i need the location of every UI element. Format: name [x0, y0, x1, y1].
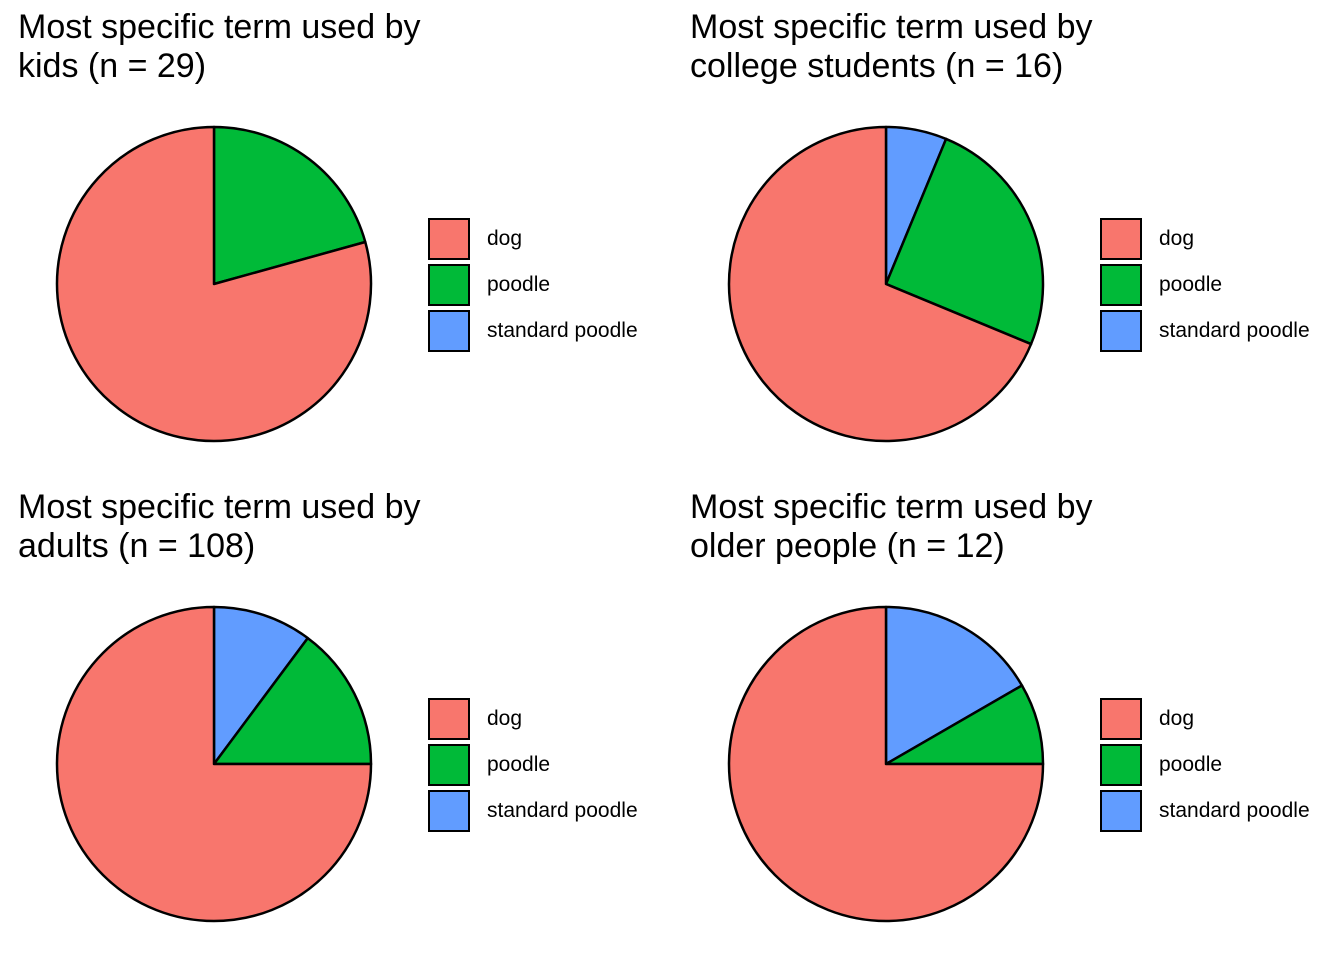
chart-title-line: Most specific term used by — [690, 488, 1093, 526]
legend-swatch — [428, 264, 470, 306]
pie-slice-dog — [727, 125, 1033, 443]
legend-item-dog: dog — [428, 216, 638, 262]
legend: dog poodle standard poodle — [1100, 696, 1310, 834]
legend-label: standard poodle — [487, 319, 638, 342]
legend-item-dog: dog — [1100, 216, 1310, 262]
legend-label: poodle — [1159, 273, 1223, 296]
pie-slice-standard-poodle — [212, 605, 310, 766]
legend-swatch — [1100, 744, 1142, 786]
legend: dog poodle standard poodle — [428, 696, 638, 834]
pie-slice-dog — [727, 605, 1045, 923]
chart-title-line: kids (n = 29) — [18, 47, 207, 85]
legend-item-standard-poodle: standard poodle — [1100, 788, 1310, 834]
legend-label: dog — [1159, 227, 1195, 250]
legend: dog poodle standard poodle — [428, 216, 638, 354]
legend-swatch — [1100, 698, 1142, 740]
legend-label: poodle — [487, 273, 551, 296]
legend-swatch — [1100, 790, 1142, 832]
chart-title-line: Most specific term used by — [18, 488, 421, 526]
chart-title-line: adults (n = 108) — [18, 527, 256, 565]
pie-panel-older-people: Most specific term used by older people … — [672, 480, 1344, 960]
chart-title: Most specific term used by kids (n = 29) — [18, 8, 420, 86]
legend-swatch — [428, 218, 470, 260]
legend-item-poodle: poodle — [428, 742, 638, 788]
legend-item-poodle: poodle — [1100, 262, 1310, 308]
pie-panel-kids: Most specific term used by kids (n = 29)… — [0, 0, 672, 480]
pie-chart — [727, 125, 1045, 443]
pie-slice-poodle — [212, 636, 373, 766]
legend-label: dog — [1159, 707, 1195, 730]
legend-label: standard poodle — [487, 799, 638, 822]
pie-panel-adults: Most specific term used by adults (n = 1… — [0, 480, 672, 960]
chart-title: Most specific term used by college stude… — [690, 8, 1092, 86]
legend-item-standard-poodle: standard poodle — [1100, 308, 1310, 354]
pie-chart — [727, 605, 1045, 923]
chart-title-line: college students (n = 16) — [690, 47, 1064, 85]
chart-title: Most specific term used by older people … — [690, 488, 1092, 566]
pie-chart — [55, 125, 373, 443]
pie-slice-poodle — [212, 125, 367, 286]
pie-slice-standard-poodle — [884, 605, 1024, 766]
legend-swatch — [1100, 264, 1142, 306]
legend-swatch — [1100, 310, 1142, 352]
legend-item-poodle: poodle — [1100, 742, 1310, 788]
legend: dog poodle standard poodle — [1100, 216, 1310, 354]
pie-slice-dog — [55, 605, 373, 923]
pie-panel-college-students: Most specific term used by college stude… — [672, 0, 1344, 480]
legend-item-standard-poodle: standard poodle — [428, 788, 638, 834]
pie-slice-dog — [55, 125, 373, 443]
pie-slice-poodle — [884, 137, 1045, 346]
legend-item-standard-poodle: standard poodle — [428, 308, 638, 354]
chart-title: Most specific term used by adults (n = 1… — [18, 488, 420, 566]
chart-title-line: Most specific term used by — [690, 8, 1093, 46]
legend-swatch — [1100, 218, 1142, 260]
legend-item-dog: dog — [428, 696, 638, 742]
legend-swatch — [428, 310, 470, 352]
legend-swatch — [428, 698, 470, 740]
legend-swatch — [428, 790, 470, 832]
legend-label: poodle — [487, 753, 551, 776]
legend-label: standard poodle — [1159, 799, 1310, 822]
legend-swatch — [428, 744, 470, 786]
chart-title-line: older people (n = 12) — [690, 527, 1005, 565]
chart-title-line: Most specific term used by — [18, 8, 421, 46]
legend-label: standard poodle — [1159, 319, 1310, 342]
legend-item-poodle: poodle — [428, 262, 638, 308]
legend-label: dog — [487, 707, 523, 730]
legend-label: poodle — [1159, 753, 1223, 776]
legend-label: dog — [487, 227, 523, 250]
pie-chart — [55, 605, 373, 923]
legend-item-dog: dog — [1100, 696, 1310, 742]
